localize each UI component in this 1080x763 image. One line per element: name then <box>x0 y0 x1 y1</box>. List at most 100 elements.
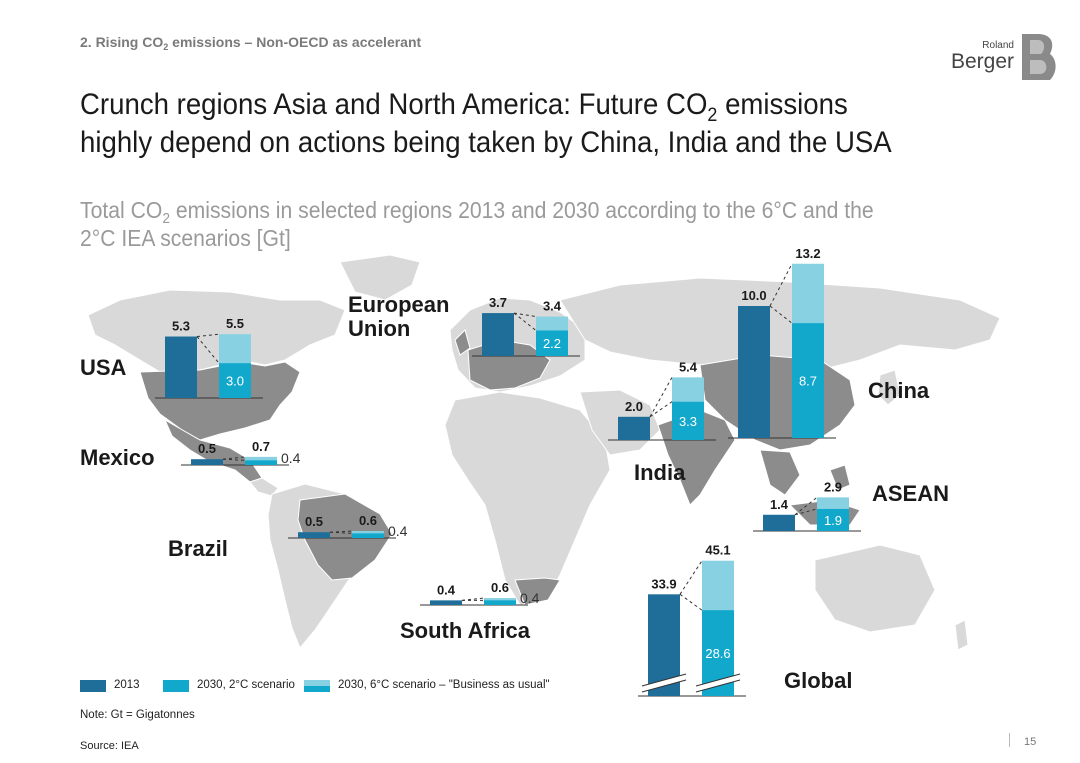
value-label-2030-2c: 3.3 <box>679 414 697 429</box>
bar-layer <box>155 263 861 697</box>
value-label-2030-6c: 3.4 <box>543 299 562 314</box>
breadcrumb: 2. Rising CO2 emissions – Non-OECD as ac… <box>80 34 422 53</box>
value-label-2013: 5.3 <box>172 319 190 334</box>
connector-2c <box>329 531 353 534</box>
map-uk <box>454 329 471 356</box>
bar-2030-2c <box>245 460 277 465</box>
bar-2013 <box>482 313 514 356</box>
connector-6c <box>679 560 703 595</box>
bar-2013 <box>165 336 197 398</box>
logo-text-top: Roland <box>982 40 1014 51</box>
map-russia <box>559 277 1001 371</box>
region-group-usa <box>155 333 263 399</box>
region-group-southafrica <box>420 597 528 606</box>
region-name: Global <box>784 668 852 693</box>
map-africa <box>444 391 611 606</box>
value-label-2013: 10.0 <box>741 288 766 303</box>
bar-2030-2c <box>536 330 568 356</box>
region-group-brazil <box>288 530 396 539</box>
region-name: India <box>634 460 686 485</box>
value-label-2013: 1.4 <box>770 497 789 512</box>
value-label-2030-2c: 2.2 <box>543 336 561 351</box>
region-labels-asean: 1.4 2.9 1.9 ASEAN <box>770 479 949 528</box>
connector-6c <box>794 496 818 516</box>
region-name: South Africa <box>400 618 531 643</box>
region-group-india <box>608 377 716 441</box>
map-canada <box>87 289 346 373</box>
value-label-2030-2c: 0.4 <box>388 523 408 539</box>
bar-2013 <box>618 416 650 440</box>
logo-b-mark <box>1022 34 1056 80</box>
connector-6c <box>513 312 537 318</box>
axis-break-line <box>695 679 741 693</box>
source-note: Source: IEA <box>80 740 139 752</box>
value-label-2030-2c: 0.4 <box>281 450 301 466</box>
legend-swatch-6c <box>304 680 330 692</box>
region-name: European <box>348 292 449 317</box>
value-label-2030-2c: 3.0 <box>226 374 244 389</box>
value-label-2030-2c: 0.4 <box>520 590 540 606</box>
region-labels-india: 2.0 5.4 3.3 India <box>625 359 698 485</box>
connector-2c <box>679 593 703 611</box>
region-group-asean <box>753 496 861 532</box>
page-subtitle: Total CO2 emissions in selected regions … <box>80 197 874 251</box>
bar-2030-2c <box>672 401 704 440</box>
legend-label: 2030, 2°C scenario <box>197 679 295 691</box>
bar-2013 <box>430 600 462 605</box>
value-label-2013: 0.4 <box>437 582 456 597</box>
value-label-2030-2c: 8.7 <box>799 374 817 389</box>
value-label-2030-6c: 0.6 <box>491 580 509 595</box>
region-name: China <box>868 378 930 403</box>
region-name: ASEAN <box>872 481 949 506</box>
value-label-2013: 3.7 <box>489 295 507 310</box>
connector-2c <box>222 458 246 461</box>
region-labels-global: 33.9 45.1 28.6 Global <box>651 543 852 693</box>
connector-2c <box>513 312 537 331</box>
value-label-2030-6c: 5.5 <box>226 316 244 331</box>
value-label-2013: 0.5 <box>305 514 323 529</box>
axis-break-gap <box>696 674 740 692</box>
roland-berger-logo: Roland Berger <box>948 34 1058 82</box>
page-number-separator <box>1009 733 1010 747</box>
region-labels-mexico: 0.5 0.7 0.4 Mexico <box>80 439 301 470</box>
connector-6c <box>222 456 246 460</box>
region-name: USA <box>80 355 127 380</box>
region-labels-brazil: 0.5 0.6 0.4 Brazil <box>168 513 408 561</box>
bar-2030-2c <box>219 363 251 398</box>
value-label-2030-2c: 1.9 <box>824 513 842 528</box>
connector-6c <box>196 333 220 338</box>
global-axis-break <box>641 673 741 693</box>
value-label-2030-6c: 0.6 <box>359 513 377 528</box>
bar-2030-2c <box>484 600 516 605</box>
value-label-2030-2c: 28.6 <box>705 646 730 661</box>
bar-2013 <box>738 306 770 438</box>
bar-2030-2c <box>817 508 849 531</box>
bar-2013 <box>298 532 330 538</box>
value-label-2013: 0.5 <box>198 441 216 456</box>
value-label-2013: 33.9 <box>651 576 676 591</box>
region-group-eu <box>472 312 580 357</box>
value-label-2030-6c: 2.9 <box>824 479 842 494</box>
value-label-2030-6c: 0.7 <box>252 439 270 454</box>
value-label-2030-6c: 5.4 <box>679 359 698 374</box>
map-central-america <box>249 477 279 497</box>
bar-2013 <box>191 459 223 465</box>
connector-2c <box>769 305 793 324</box>
map-japan <box>877 369 901 406</box>
legend-swatch-2c <box>163 680 189 692</box>
footnote: Note: Gt = Gigatonnes <box>80 709 195 721</box>
value-label-2013: 2.0 <box>625 399 643 414</box>
region-group-china <box>728 263 836 439</box>
axis-break-line <box>641 679 687 693</box>
region-group-mexico <box>181 456 289 466</box>
connector-2c <box>649 401 673 418</box>
legend-swatch-2013 <box>80 680 106 692</box>
legend-label: 2013 <box>114 679 140 691</box>
axis-break-gap <box>642 674 686 692</box>
logo-text-bottom: Berger <box>950 50 1014 73</box>
region-name-line2: Union <box>348 316 410 341</box>
region-name: Brazil <box>168 536 228 561</box>
map-new-zealand <box>954 619 969 651</box>
